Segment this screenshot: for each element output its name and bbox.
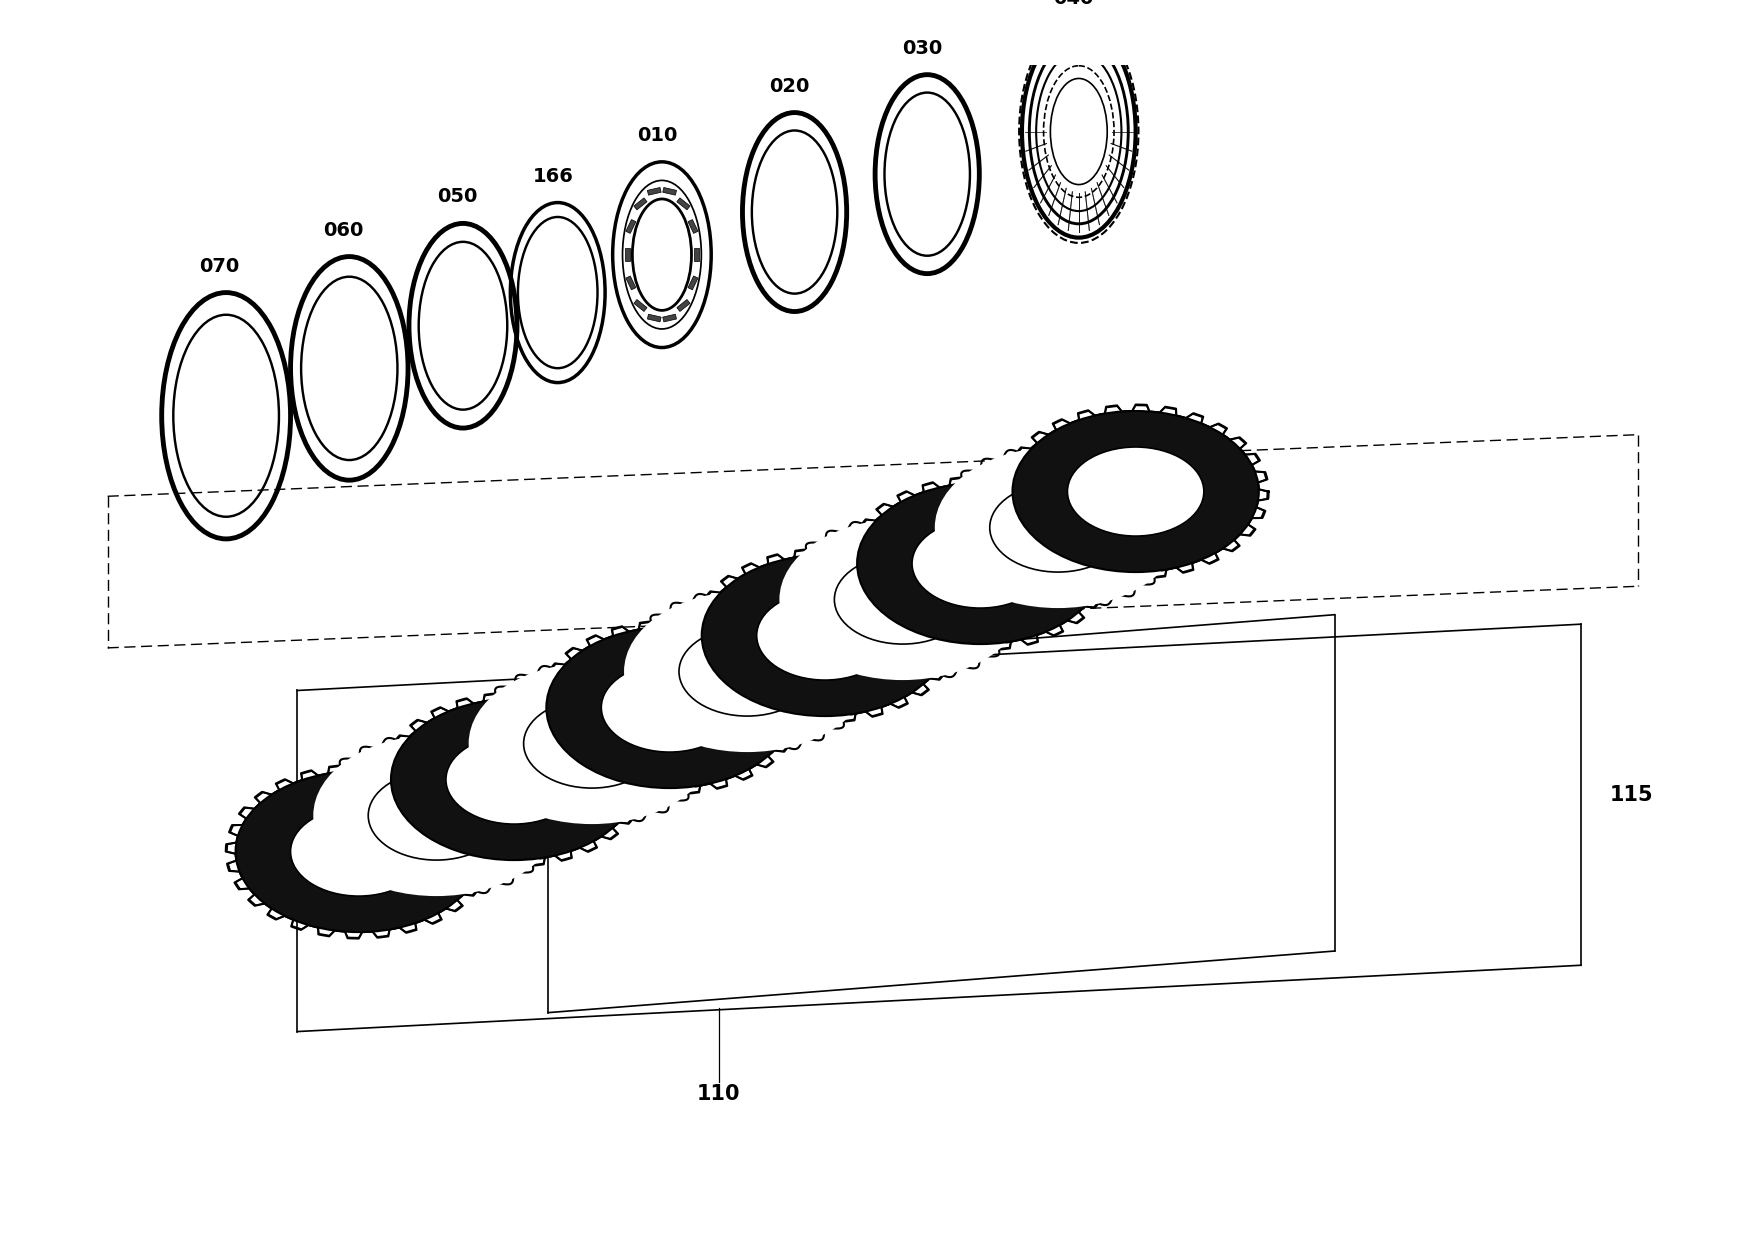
- FancyBboxPatch shape: [688, 219, 698, 233]
- Ellipse shape: [545, 627, 793, 789]
- FancyBboxPatch shape: [688, 277, 698, 290]
- FancyBboxPatch shape: [663, 314, 677, 322]
- FancyBboxPatch shape: [695, 248, 698, 262]
- Ellipse shape: [602, 663, 738, 753]
- Ellipse shape: [368, 771, 505, 861]
- Text: 020: 020: [770, 77, 810, 95]
- Ellipse shape: [858, 484, 1103, 644]
- FancyBboxPatch shape: [677, 198, 689, 210]
- Text: 050: 050: [437, 187, 477, 206]
- Ellipse shape: [779, 520, 1026, 680]
- Text: 070: 070: [200, 257, 240, 275]
- Ellipse shape: [291, 807, 426, 897]
- Text: 115: 115: [1610, 785, 1652, 805]
- FancyBboxPatch shape: [633, 198, 647, 210]
- Ellipse shape: [1068, 446, 1203, 536]
- Text: 100: 100: [774, 632, 816, 652]
- Ellipse shape: [235, 771, 482, 932]
- FancyBboxPatch shape: [626, 277, 637, 290]
- Ellipse shape: [756, 591, 893, 680]
- Text: 030: 030: [902, 38, 942, 57]
- Ellipse shape: [468, 663, 716, 825]
- Text: 166: 166: [533, 166, 574, 186]
- Ellipse shape: [446, 735, 582, 825]
- Ellipse shape: [912, 520, 1049, 608]
- Ellipse shape: [835, 556, 970, 644]
- Text: 040: 040: [1052, 0, 1093, 9]
- Ellipse shape: [702, 556, 949, 715]
- Ellipse shape: [679, 627, 816, 715]
- FancyBboxPatch shape: [626, 219, 637, 233]
- FancyBboxPatch shape: [624, 248, 630, 262]
- Text: 110: 110: [696, 1084, 740, 1104]
- FancyBboxPatch shape: [677, 300, 689, 311]
- FancyBboxPatch shape: [647, 187, 661, 195]
- Text: 010: 010: [637, 125, 677, 145]
- Ellipse shape: [935, 446, 1180, 608]
- Ellipse shape: [1012, 410, 1259, 572]
- FancyBboxPatch shape: [663, 187, 677, 195]
- Ellipse shape: [314, 735, 560, 897]
- Ellipse shape: [524, 699, 660, 789]
- Ellipse shape: [989, 484, 1126, 572]
- FancyBboxPatch shape: [633, 300, 647, 311]
- Ellipse shape: [624, 591, 870, 753]
- Ellipse shape: [391, 699, 637, 861]
- Text: 060: 060: [323, 221, 363, 239]
- FancyBboxPatch shape: [647, 314, 661, 322]
